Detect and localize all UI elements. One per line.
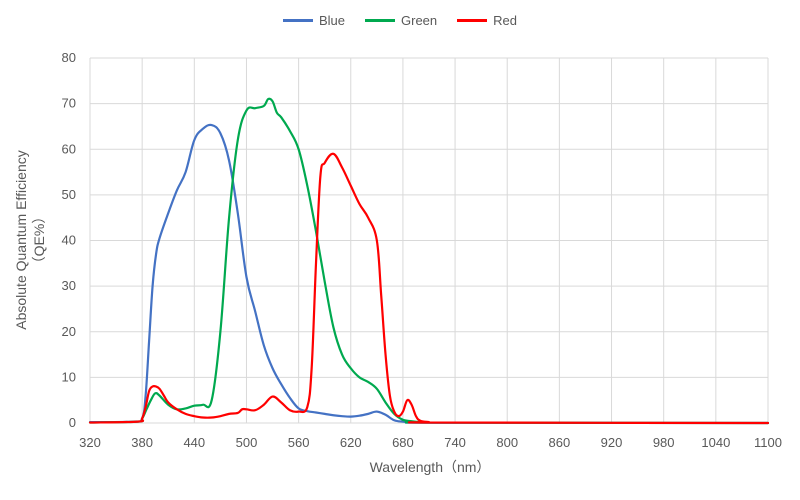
- series-lines: [88, 97, 770, 425]
- x-tick-label: 860: [549, 435, 571, 450]
- series-line-red: [88, 152, 770, 425]
- legend-swatch-red: [457, 18, 488, 22]
- y-tick-label: 40: [62, 233, 76, 248]
- legend-item-blue: Blue: [282, 12, 346, 28]
- x-tick-label: 800: [496, 435, 518, 450]
- x-tick-label: 380: [131, 435, 153, 450]
- legend-item-green: Green: [365, 13, 437, 28]
- x-tick-label: 560: [288, 435, 310, 450]
- x-tick-label: 980: [653, 435, 675, 450]
- y-tick-label: 70: [62, 96, 76, 111]
- y-tick-label: 30: [62, 278, 76, 293]
- y-tick-label: 80: [62, 50, 76, 65]
- x-tick-label: 1100: [754, 435, 782, 450]
- legend: Blue Green Red: [0, 10, 800, 30]
- legend-label-red: Red: [493, 12, 518, 28]
- x-tick-label: 440: [183, 435, 205, 450]
- x-tick-label: 740: [444, 435, 466, 450]
- x-tick-label: 1040: [701, 435, 730, 450]
- y-tick-label: 50: [62, 187, 76, 202]
- legend-label-green: Green: [401, 12, 438, 28]
- y-tick-label: 60: [62, 141, 76, 156]
- y-tick-label: 10: [62, 369, 76, 384]
- y-axis-title-line2: （QE%）: [31, 210, 47, 271]
- legend-label-blue: Blue: [318, 12, 346, 28]
- y-tick-label: 0: [69, 415, 76, 430]
- legend-swatch-blue: [282, 18, 313, 22]
- series-line-green: [88, 97, 770, 425]
- x-tick-label: 620: [340, 435, 362, 450]
- y-axis-title-line1: Absolute Quantum Efficiency: [13, 150, 29, 330]
- series-line-blue: [88, 123, 770, 425]
- x-tick-label: 320: [79, 435, 101, 450]
- legend-swatch-green: [365, 18, 396, 22]
- x-tick-label: 920: [601, 435, 623, 450]
- legend-item-red: Red: [457, 13, 517, 28]
- x-tick-label: 680: [392, 435, 414, 450]
- y-tick-label: 20: [62, 324, 76, 339]
- tick-labels: 0 10 20 30 40 50 60 70 80 320 380 440 500 560 620 680 74…: [62, 50, 782, 450]
- grid: [89, 57, 769, 424]
- x-tick-label: 500: [236, 435, 258, 450]
- x-axis-title: Wavelength（nm）: [370, 459, 491, 475]
